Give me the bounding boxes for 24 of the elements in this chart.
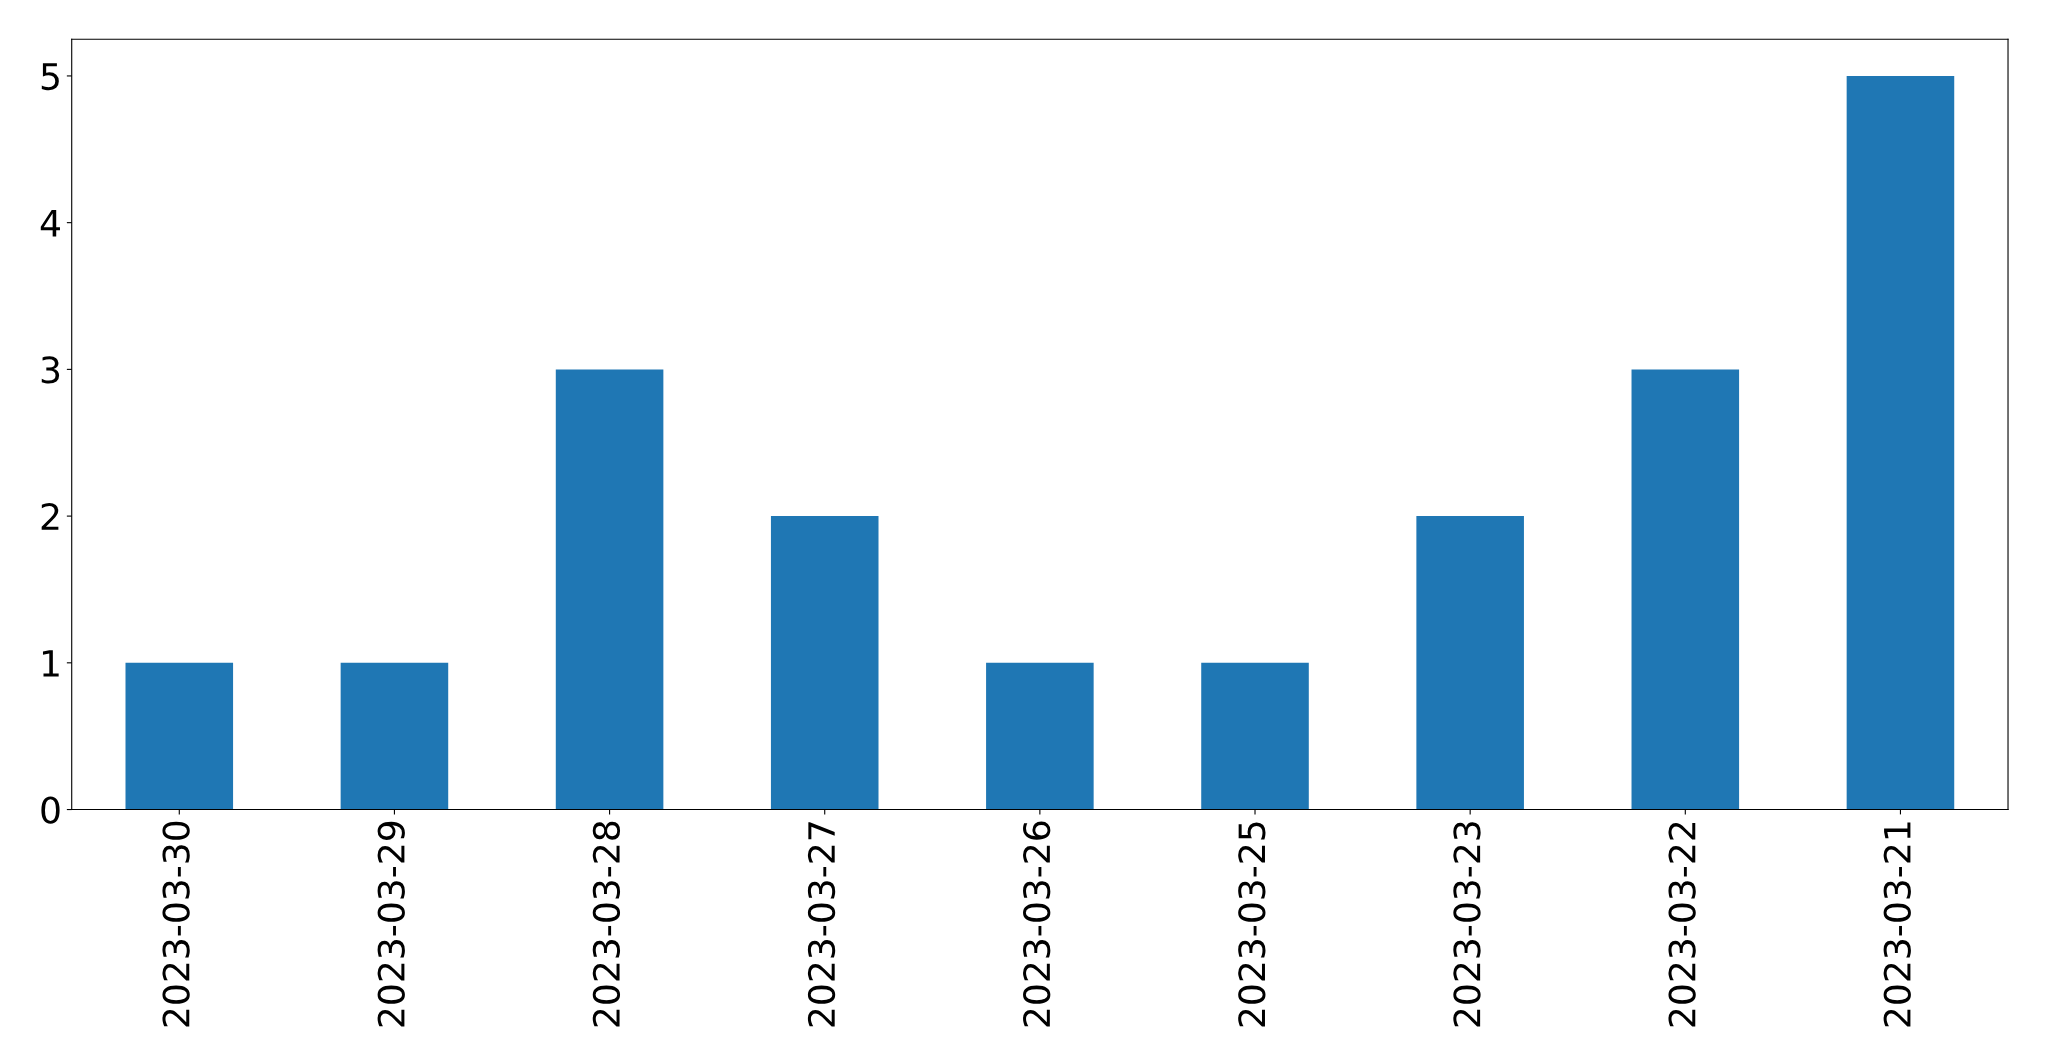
bar [125,662,234,810]
bar [770,516,879,810]
bar [555,369,664,810]
bar [1846,75,1955,810]
y-tick-label: 3 [41,356,60,384]
x-tick-label: 2023-03-28 [592,821,621,1027]
bar [986,662,1094,810]
x-tick-label: 2023-03-21 [1883,822,1911,1027]
y-tick-label: 0 [41,796,60,824]
x-tick-label: 2023-03-27 [807,822,836,1027]
bar [1631,369,1740,810]
bar [1416,516,1524,810]
x-tick-label: 2023-03-26 [1023,821,1051,1027]
x-tick-label: 2023-03-25 [1238,822,1266,1027]
bar [340,662,449,810]
y-tick-label: 2 [41,503,59,530]
y-tick-label: 1 [42,650,59,677]
x-tick-label: 2023-03-23 [1453,822,1481,1027]
x-tick-label: 2023-03-29 [377,821,405,1027]
x-tick-label: 2023-03-22 [1668,822,1696,1027]
bar [1201,662,1309,810]
y-tick-label: 4 [40,210,60,237]
y-tick-label: 5 [41,63,59,91]
x-tick-label: 2023-03-30 [162,821,190,1027]
